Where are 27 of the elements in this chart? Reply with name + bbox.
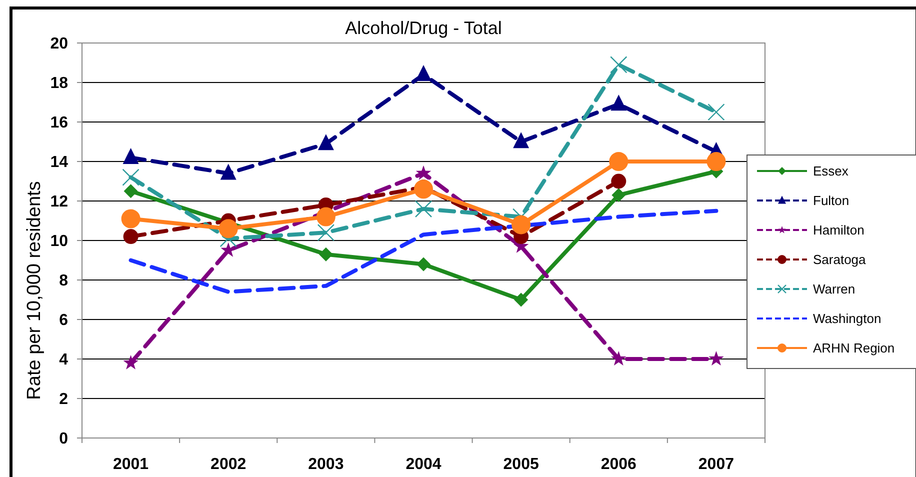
x-tick-label: 2002 [210,456,246,473]
y-tick-label: 10 [50,233,68,250]
legend-label: ARHN Region [813,340,895,356]
x-tick-label: 2004 [406,456,442,473]
x-tick-label: 2007 [698,456,734,473]
y-tick-label: 18 [50,75,68,92]
legend-label: Saratoga [813,252,867,268]
y-tick-label: 16 [50,114,68,132]
legend-label: Hamilton [813,222,864,238]
y-tick-label: 0 [59,430,68,448]
x-tick-label: 2003 [308,456,344,473]
chart-title: Alcohol/Drug - Total [345,18,502,38]
y-tick-label: 14 [50,154,68,172]
x-tick-label: 2006 [600,456,637,473]
y-tick-label: 12 [50,194,68,211]
y-tick-label: 6 [59,312,68,330]
legend-label: Washington [813,311,882,326]
legend-label: Essex [813,164,849,179]
y-tick-label: 4 [59,352,68,369]
y-tick-label: 2 [59,391,68,408]
legend-label: Fulton [813,193,850,208]
y-tick-label: 8 [59,272,68,290]
y-tick-label: 20 [50,36,68,53]
x-tick-label: 2001 [112,456,149,473]
x-tick-label: 2005 [503,456,539,473]
legend-label: Warren [813,282,856,297]
y-axis-title: Rate per 10,000 residents [24,181,45,400]
